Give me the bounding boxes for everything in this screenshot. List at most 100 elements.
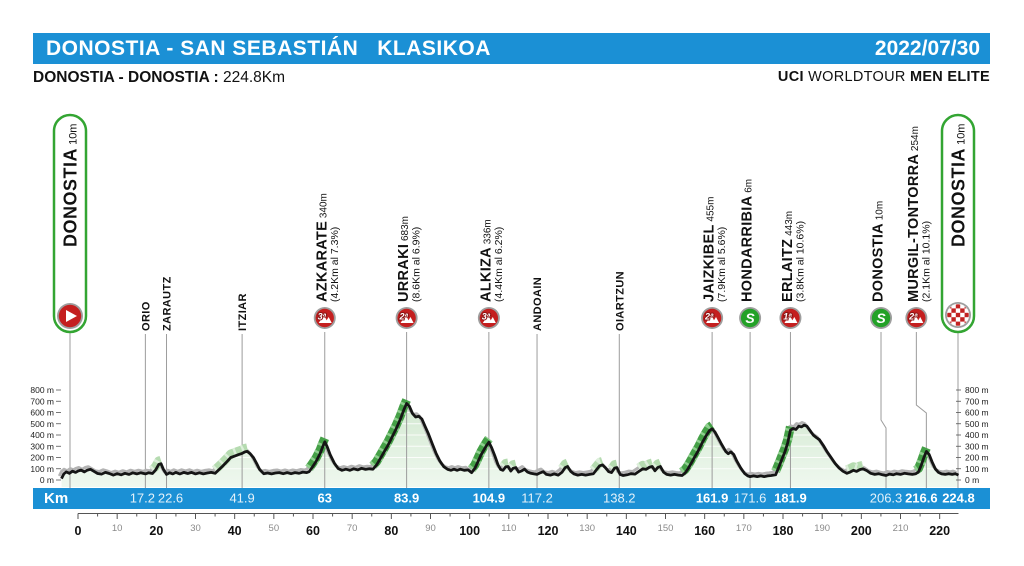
ruler-tick-label: 110: [501, 523, 516, 534]
km-bar-value: 171.6: [734, 491, 767, 506]
climb-detail-label: (2.1Km al 10.1%): [920, 221, 932, 302]
race-title: DONOSTIA - SAN SEBASTIÁN KLASIKOA: [46, 36, 491, 60]
km-bar-value: 181.9: [774, 491, 807, 506]
minor-ascent-ribbon: [589, 457, 605, 473]
ruler-tick-label: 90: [425, 523, 436, 534]
climb-label: JAIZKIBEL 455m: [702, 197, 718, 302]
climb-label: URRAKI 683m: [396, 216, 412, 302]
climb-detail-label: (7.9Km al 5.6%): [716, 227, 728, 302]
ruler-tick-label: 100: [459, 524, 480, 538]
svg-text:2ª: 2ª: [398, 312, 408, 322]
route-summary: DONOSTIA - DONOSTIA : 224.8Km: [33, 69, 285, 87]
svg-text:100 m: 100 m: [30, 464, 54, 474]
svg-text:300 m: 300 m: [965, 441, 989, 451]
category-2-climb-icon: 2ª: [701, 307, 724, 329]
km-bar-value: 22.6: [158, 491, 183, 506]
horizontal-gridlines: [62, 400, 956, 470]
climb-label: ALKIZA 336m: [478, 219, 494, 302]
subheader-row: DONOSTIA - DONOSTIA : 224.8Km UCI WORLDT…: [33, 69, 990, 87]
svg-text:1ª: 1ª: [783, 312, 792, 322]
town-label: ZARAUTZ: [162, 276, 174, 331]
minor-ascent-ribbon: [845, 460, 865, 474]
svg-text:3ª: 3ª: [482, 312, 491, 322]
km-bar-value: 17.2: [130, 491, 155, 506]
svg-text:500 m: 500 m: [30, 419, 54, 429]
category-3-climb-icon: 3ª: [313, 307, 336, 329]
climb-detail-label: (4.2Km al 7.3%): [329, 227, 341, 302]
km-bar-value: 224.8: [942, 491, 975, 506]
svg-text:0 m: 0 m: [40, 475, 54, 485]
town-label: OIARTZUN: [614, 271, 626, 331]
svg-text:700 m: 700 m: [30, 396, 54, 406]
category-1-climb-icon: 1ª: [779, 307, 802, 329]
climb-detail-label: (4.4Km al 6.2%): [493, 227, 505, 302]
ruler-tick-label: 160: [694, 524, 715, 538]
category-2-climb-icon: 2ª: [395, 307, 418, 329]
svg-text:200 m: 200 m: [965, 453, 989, 463]
svg-text:800 m: 800 m: [30, 385, 54, 395]
ruler-tick-label: 170: [736, 523, 752, 534]
km-bar-value: 161.9: [696, 491, 729, 506]
town-label: ANDOAIN: [532, 277, 544, 331]
start-play-icon: [57, 303, 83, 329]
minor-ascent-ribbon: [499, 458, 511, 470]
svg-text:3ª: 3ª: [318, 312, 327, 322]
finish-capsule: [940, 113, 976, 334]
ruler-tick-label: 150: [658, 523, 674, 534]
minor-ascent-ribbon: [507, 459, 518, 471]
ruler-tick-label: 180: [773, 524, 794, 538]
elevation-area-fill: [61, 403, 959, 487]
svg-text:2ª: 2ª: [704, 312, 714, 322]
category-2-climb-icon: 2ª: [905, 307, 928, 329]
route-distance: 224.8Km: [223, 69, 286, 86]
ruler-tick-label: 220: [929, 524, 950, 538]
svg-text:600 m: 600 m: [965, 408, 989, 418]
sprint-label: HONDARRIBIA 6m: [740, 179, 756, 302]
ruler-tick-label: 40: [228, 524, 242, 538]
route-names: DONOSTIA - DONOSTIA :: [33, 69, 224, 86]
ruler-tick-label: 30: [190, 523, 201, 534]
svg-text:S: S: [745, 310, 755, 326]
km-bar: [33, 488, 990, 509]
town-label: ITZIAR: [237, 293, 249, 331]
svg-text:800 m: 800 m: [965, 385, 989, 395]
km-bar-value: 216.6: [905, 491, 938, 506]
svg-text:700 m: 700 m: [965, 396, 989, 406]
km-bar-label: Km: [44, 490, 68, 507]
category-uci: UCI: [777, 69, 809, 85]
climb-ascent-ribbon: [468, 436, 493, 472]
svg-text:100 m: 100 m: [965, 464, 989, 474]
town-label: ORIO: [140, 301, 152, 331]
climb-detail-label: (8.6Km al 6.9%): [411, 227, 423, 302]
category-3-climb-icon: 3ª: [477, 307, 500, 329]
svg-text:500 m: 500 m: [965, 419, 989, 429]
svg-text:0 m: 0 m: [965, 475, 979, 485]
svg-text:600 m: 600 m: [30, 408, 54, 418]
ruler-tick-label: 20: [149, 524, 163, 538]
sprint-label: DONOSTIA 10m: [871, 201, 887, 302]
climb-label: MURGIL-TONTORRA 254m: [906, 126, 922, 302]
minor-ascent-ribbon: [149, 455, 164, 474]
finish-capsule-label: DONOSTIA 10m: [949, 124, 969, 247]
minor-ascent-ribbon: [607, 459, 620, 472]
ruler-tick-label: 80: [384, 524, 398, 538]
ruler-tick-label: 10: [112, 523, 123, 534]
start-capsule: [52, 113, 88, 334]
sprint-icon: S: [739, 307, 762, 329]
svg-text:200 m: 200 m: [30, 453, 54, 463]
minor-ascent-ribbon: [212, 443, 250, 474]
ruler-tick-label: 0: [75, 524, 82, 538]
ruler-tick-label: 210: [893, 523, 909, 534]
km-bar-value: 117.2: [521, 491, 553, 506]
svg-text:2ª: 2ª: [908, 312, 918, 322]
finish-checkered-icon: [945, 302, 971, 328]
climb-label: AZKARATE 340m: [314, 193, 330, 302]
ruler-tick-label: 200: [851, 524, 872, 538]
minor-ascent-ribbon: [636, 458, 654, 472]
race-category: UCI WORLDTOUR MEN ELITE: [778, 69, 990, 85]
km-bar-value: 63: [318, 491, 332, 506]
race-date: 2022/07/30: [874, 36, 980, 60]
ruler-tick-label: 140: [616, 524, 637, 538]
